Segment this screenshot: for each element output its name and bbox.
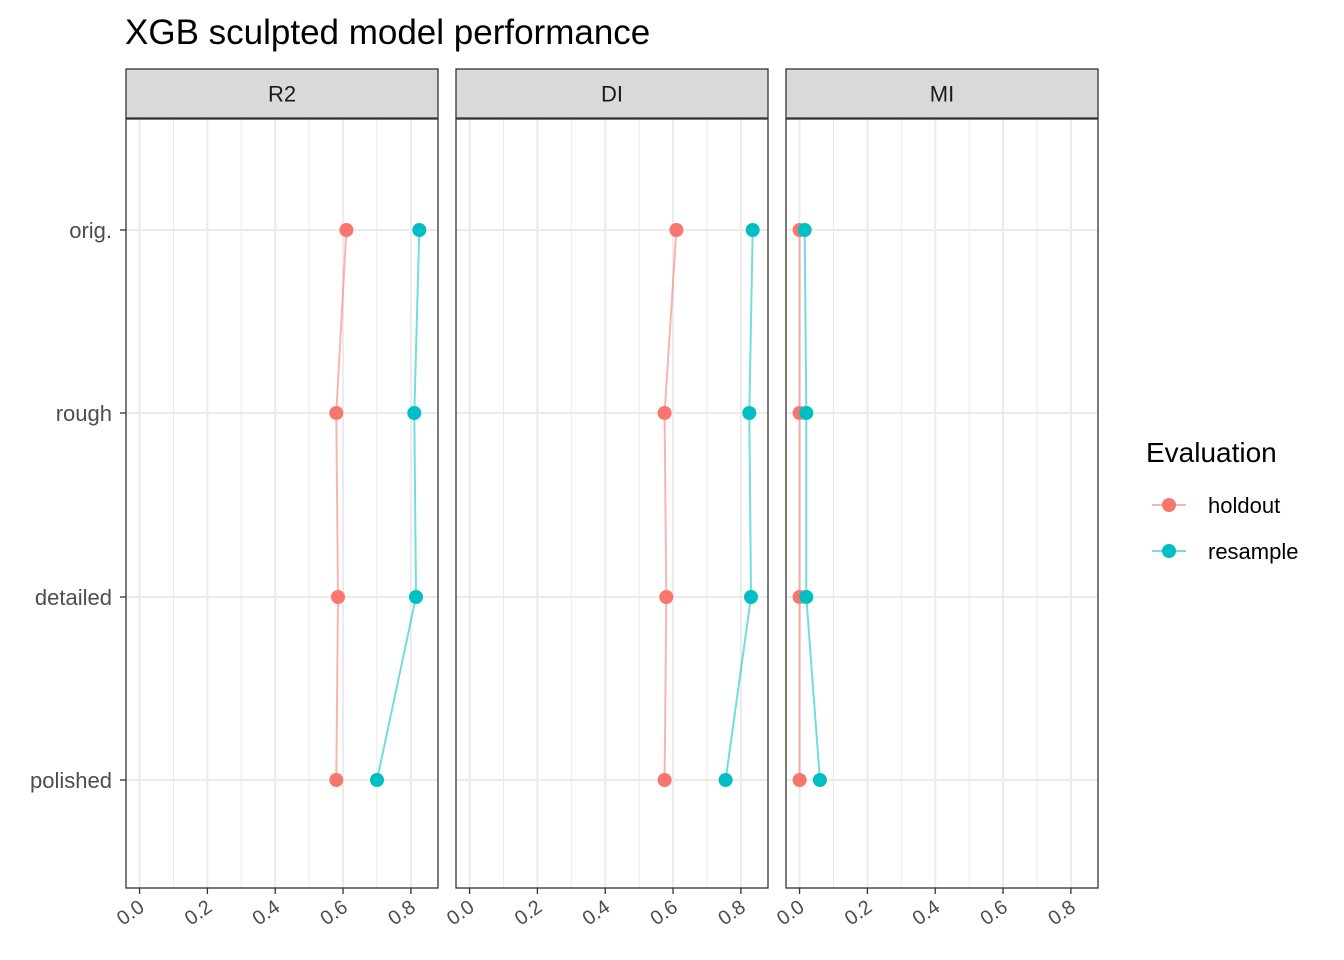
panel-border	[785, 118, 1099, 889]
panel-background	[456, 119, 768, 888]
x-tick-label: 0.2	[511, 896, 546, 930]
data-point-holdout	[669, 223, 684, 237]
x-tick-label: 0.4	[909, 896, 944, 930]
data-point-holdout	[792, 773, 807, 787]
panel-background	[126, 119, 438, 888]
x-tick-label: 0.4	[579, 896, 614, 930]
x-tick-label: 0.2	[181, 896, 216, 930]
y-tick-label: orig.	[69, 218, 112, 243]
facet-strip-label: DI	[601, 82, 623, 107]
legend-item-holdout: holdout	[1152, 493, 1280, 518]
x-tick-label: 0.6	[647, 896, 682, 930]
data-point-holdout	[657, 406, 672, 420]
panels-group: R2 0.0 0.2 0.4 0.6 0.8 DI 0.0 0.2 0.4 0.6 0.8 MI 0.0 0…	[113, 68, 1099, 930]
x-tick-label: 0.6	[977, 896, 1012, 930]
data-point-resample	[745, 223, 760, 237]
data-point-resample	[797, 223, 812, 237]
y-tick-label: polished	[30, 768, 112, 793]
panel-mi: MI 0.0 0.2 0.4 0.6 0.8	[773, 68, 1099, 930]
facet-strip	[785, 68, 1099, 119]
series-line-resample	[803, 229, 821, 781]
series-line-resample	[724, 229, 754, 781]
data-point-resample	[742, 406, 757, 420]
data-point-resample	[799, 406, 814, 420]
x-tick-label: 0.8	[384, 896, 419, 930]
data-point-holdout	[329, 406, 344, 420]
legend-key-point	[1162, 544, 1176, 558]
data-point-holdout	[331, 590, 345, 604]
data-point-resample	[407, 406, 422, 420]
x-tick-label: 0.4	[249, 896, 284, 930]
data-point-resample	[370, 773, 384, 787]
panel-background	[786, 119, 1098, 888]
legend-key-point	[1162, 498, 1176, 512]
data-point-holdout	[657, 773, 672, 787]
chart-title: XGB sculpted model performance	[125, 13, 650, 52]
legend-item-resample: resample	[1152, 539, 1298, 564]
y-tick-label: detailed	[35, 585, 112, 610]
facet-strip	[125, 68, 439, 119]
series-line-holdout	[335, 229, 348, 781]
panel-border	[455, 118, 769, 889]
x-tick-label: 0.8	[1044, 896, 1079, 930]
data-point-resample	[412, 223, 427, 237]
legend-label: holdout	[1208, 493, 1280, 518]
x-tick-label: 0.0	[773, 896, 808, 930]
x-tick-label: 0.8	[714, 896, 749, 930]
legend-label: resample	[1208, 539, 1298, 564]
facet-strip-label: R2	[268, 82, 296, 107]
data-point-holdout	[329, 773, 344, 787]
data-point-resample	[718, 773, 733, 787]
x-tick-label: 0.6	[317, 896, 352, 930]
facet-strip	[455, 68, 769, 119]
data-point-holdout	[339, 223, 354, 237]
panel-border	[125, 118, 439, 889]
series-line-holdout	[663, 229, 678, 781]
panel-di: DI 0.0 0.2 0.4 0.6 0.8	[443, 68, 769, 930]
data-point-resample	[409, 590, 423, 604]
data-point-resample	[812, 773, 827, 787]
legend: Evaluation holdout resample	[1146, 437, 1298, 564]
y-axis: orig. rough detailed polished	[30, 218, 126, 793]
panel-r2: R2 0.0 0.2 0.4 0.6 0.8	[113, 68, 439, 930]
data-point-holdout	[659, 590, 674, 604]
data-point-resample	[744, 590, 758, 604]
facet-strip-label: MI	[930, 82, 954, 107]
x-tick-label: 0.0	[443, 896, 478, 930]
x-tick-label: 0.2	[841, 896, 876, 930]
data-point-resample	[799, 590, 814, 604]
series-line-resample	[376, 229, 421, 781]
x-tick-label: 0.0	[113, 896, 148, 930]
y-tick-label: rough	[56, 401, 112, 426]
legend-title: Evaluation	[1146, 437, 1277, 468]
